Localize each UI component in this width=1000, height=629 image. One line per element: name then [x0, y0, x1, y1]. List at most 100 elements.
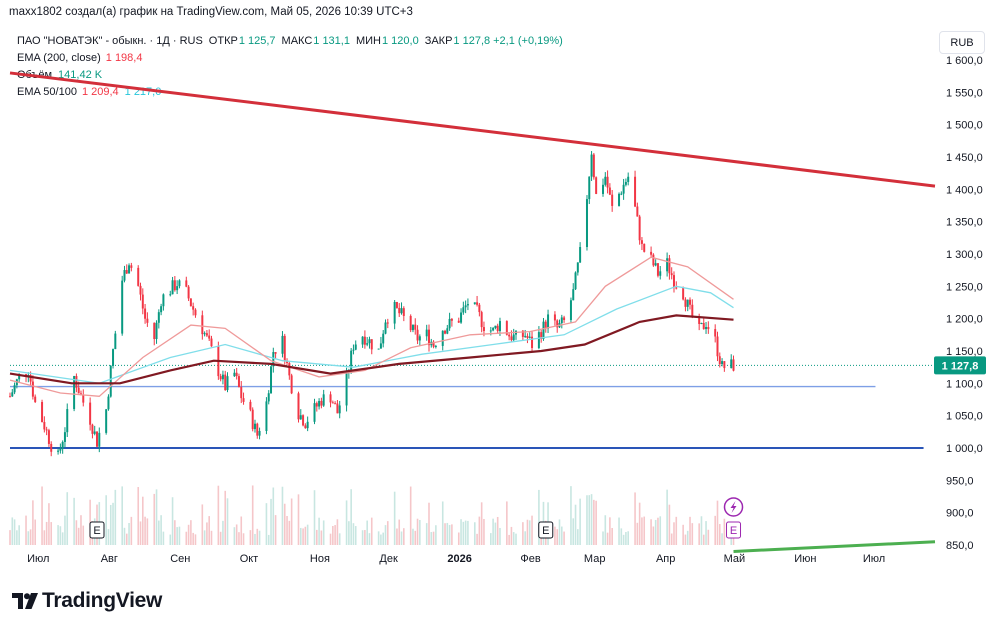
candle [194, 308, 197, 318]
candle [620, 191, 623, 196]
candle-body [540, 332, 543, 339]
volume-bar [675, 516, 678, 545]
candle [377, 348, 380, 350]
volume-bar [34, 519, 36, 545]
candle-body [666, 258, 669, 272]
candle-body [636, 206, 639, 217]
candle [361, 336, 364, 348]
candle [544, 319, 547, 333]
volume-bar [494, 522, 497, 545]
candle-body [606, 176, 609, 188]
time-tick-label: Ноя [310, 553, 330, 565]
ema200-row[interactable]: EMA (200, close) 1 198,4 [17, 50, 563, 67]
volume-bar [288, 520, 291, 545]
volume-bar [16, 530, 18, 545]
candle-body [318, 400, 321, 407]
candle-body [489, 330, 492, 332]
volume-bar [588, 495, 591, 545]
candle-body [496, 325, 499, 332]
candle-body [574, 272, 577, 290]
volume-bar [618, 517, 620, 545]
time-tick-label: Фев [520, 553, 540, 565]
volume-bar [226, 498, 229, 545]
candle-body [187, 286, 190, 299]
candle [322, 389, 325, 407]
volume-bar [242, 533, 245, 545]
candle [105, 408, 108, 435]
candle-body [604, 176, 607, 185]
candle [411, 324, 414, 333]
price-axis[interactable]: 1 600,0 1 550,0 1 500,0 1 450,0 1 400,0 1 350… [934, 55, 986, 552]
candle-body [411, 324, 414, 331]
candle [331, 400, 334, 404]
candle [304, 423, 307, 429]
volume-bar [258, 530, 261, 545]
candle-body [444, 330, 447, 334]
candle [569, 297, 572, 324]
open-label: ОТКР [208, 35, 238, 47]
price-tick-label: 1 500,0 [946, 120, 983, 132]
volume-bar [396, 528, 398, 545]
candle [427, 324, 430, 352]
volume-bar [602, 531, 604, 545]
candle-body [350, 350, 353, 372]
volume-bar [80, 515, 82, 545]
candle-body [352, 349, 355, 351]
candle [121, 275, 124, 336]
candle-body [304, 425, 307, 429]
volume-bar [386, 521, 389, 545]
candle-body [157, 312, 160, 323]
drawings[interactable] [9, 71, 936, 553]
volume-bar [604, 515, 607, 545]
candle [354, 340, 357, 351]
volume-bar [654, 519, 657, 545]
currency-button[interactable]: RUB [939, 31, 985, 54]
candle-body [476, 302, 479, 305]
level-lines[interactable] [10, 364, 935, 449]
candle-body [299, 415, 302, 420]
candle [718, 352, 721, 368]
symbol-row[interactable]: ПАО "НОВАТЭК" - обыкн. · 1Д · RUS ОТКР 1 … [17, 33, 563, 50]
candle [494, 325, 497, 330]
volume-bar [171, 497, 174, 545]
candle [574, 271, 577, 290]
candle [41, 399, 44, 423]
volume-bar [123, 527, 126, 545]
candle-body [627, 176, 630, 183]
candle-body [128, 265, 131, 274]
candle [283, 333, 286, 365]
candle [63, 427, 66, 448]
candle-body [464, 305, 467, 308]
volume-bar [364, 530, 366, 545]
volume-bar [572, 518, 575, 545]
volume-bar [522, 522, 524, 545]
earnings-marker-box [538, 521, 554, 539]
volume-bar [322, 520, 325, 545]
candle-body [402, 308, 405, 316]
volume-bar [673, 522, 675, 545]
volume-bar [430, 532, 433, 545]
candle [370, 339, 373, 355]
candle-body [560, 317, 563, 324]
candle [162, 293, 165, 311]
candle [302, 414, 305, 427]
candle [173, 276, 176, 292]
candle [464, 300, 467, 314]
volume-bar [714, 515, 716, 545]
candle [730, 354, 733, 369]
volume-bar [428, 502, 430, 545]
candle-body [105, 409, 108, 433]
candle-body [528, 336, 531, 338]
candle [350, 348, 353, 374]
tradingview-logo[interactable]: TradingView [12, 589, 162, 613]
candle-body [173, 280, 176, 291]
time-axis[interactable]: Июл Авг Сен Окт Ноя Дек 2026 Фев Мар Апр Май Июн Июл [27, 553, 885, 565]
candle [496, 323, 499, 334]
candle-body [336, 403, 339, 414]
candle [400, 302, 403, 315]
volume-bar [13, 519, 16, 545]
candle-body [434, 345, 437, 347]
volume-bar [306, 524, 309, 545]
